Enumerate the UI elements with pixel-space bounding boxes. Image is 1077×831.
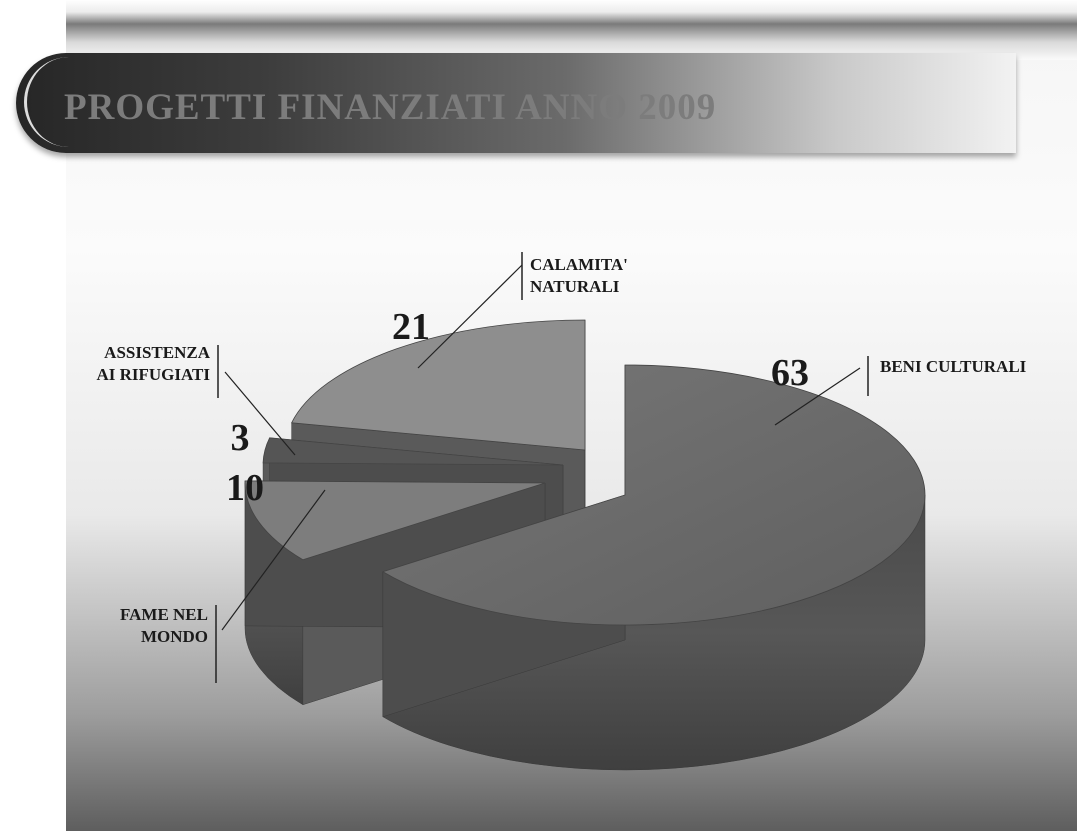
data-label-beni-culturali: 63 — [771, 352, 809, 394]
pie-slice-fame-nel-mondo — [244, 480, 546, 561]
category-label-assistenza-ai-rifugiati: ASSISTENZA AI RIFUGIATI — [96, 343, 210, 384]
data-label-fame-nel-mondo: 10 — [226, 467, 264, 509]
leader-line-fame-nel-mondo — [221, 489, 326, 631]
data-label-calamita-naturali: 21 — [392, 306, 430, 348]
pie-slice-assistenza-ai-rifugiati — [262, 437, 564, 466]
title-bar — [16, 53, 1016, 153]
category-label-line: MONDO — [141, 627, 208, 646]
category-label-fame-nel-mondo: FAME NEL MONDO — [120, 605, 208, 646]
category-label-line: CALAMITA' — [530, 255, 628, 274]
pie-labels: 63 BENI CULTURALI 10 FAME NEL MONDO 3 ASSISTEN… — [96, 252, 1027, 683]
category-label-line: AI RIFUGIATI — [96, 365, 210, 384]
category-label-beni-culturali: BENI CULTURALI — [880, 357, 1027, 376]
pie-slice-calamita-naturali — [291, 319, 586, 451]
category-label-line: BENI CULTURALI — [880, 357, 1027, 376]
category-label-calamita-naturali: CALAMITA' NATURALI — [530, 255, 628, 296]
title-swoosh — [24, 57, 87, 147]
category-label-line: ASSISTENZA — [104, 343, 211, 362]
leader-line-beni-culturali — [774, 367, 861, 426]
slide-title: PROGETTI FINANZIATI ANNO 2009 — [64, 87, 717, 128]
pie-tops — [244, 319, 926, 626]
category-label-line: NATURALI — [530, 277, 620, 296]
leader-line-calamita-naturali — [417, 264, 523, 369]
category-label-line: FAME NEL — [120, 605, 208, 624]
leader-line-assistenza-ai-rifugiati — [224, 371, 296, 456]
slide-top-band — [66, 0, 1077, 60]
data-label-assistenza-ai-rifugiati: 3 — [231, 417, 250, 459]
pie-chart-root: 63 BENI CULTURALI 10 FAME NEL MONDO 3 ASSISTEN… — [96, 252, 1027, 771]
pie-slice-beni-culturali — [381, 364, 926, 626]
